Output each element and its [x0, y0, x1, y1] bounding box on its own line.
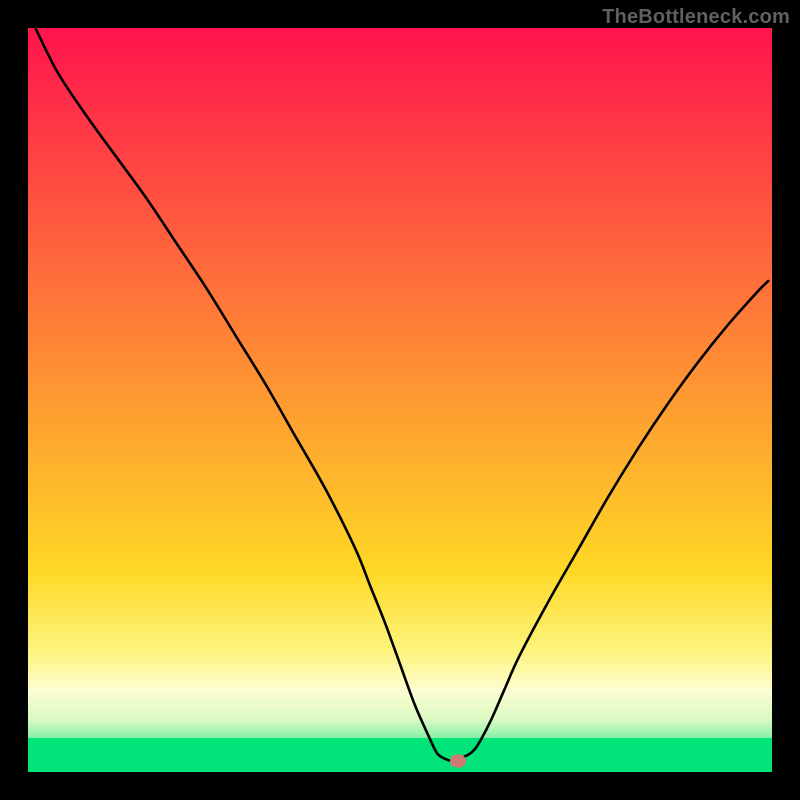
bottleneck-curve — [35, 28, 768, 761]
plot-area — [28, 28, 772, 772]
watermark-text: TheBottleneck.com — [602, 6, 790, 29]
curve-layer — [28, 28, 772, 772]
bottleneck-curve-chart — [28, 28, 772, 772]
optimal-point-marker — [450, 754, 466, 767]
